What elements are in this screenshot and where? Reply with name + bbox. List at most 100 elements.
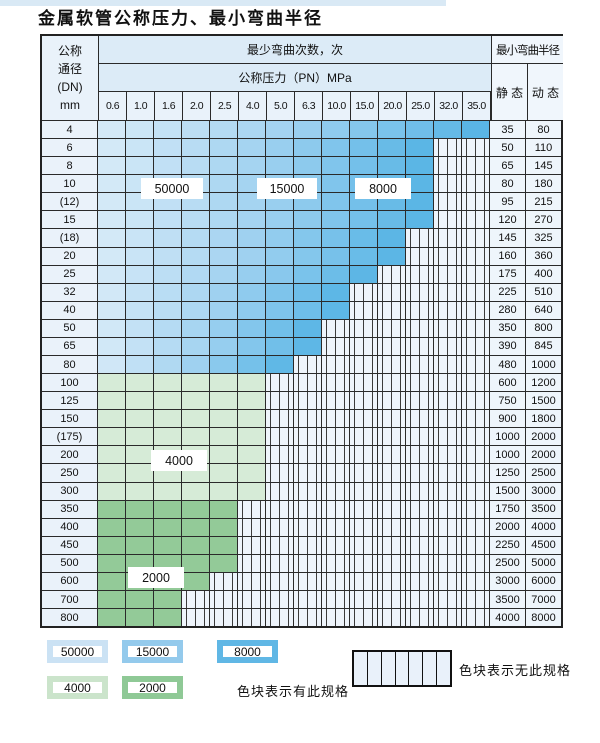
cycle-cell [406, 247, 434, 265]
dn-cell: 4 [42, 121, 98, 139]
dn-cell: 8 [42, 157, 98, 175]
table-row: (175) 1000 2000 [42, 428, 561, 447]
cycle-cell [98, 536, 126, 554]
cycle-cell [378, 157, 406, 175]
cycle-cell [350, 428, 378, 446]
cycle-cell [434, 319, 462, 337]
cycle-cell [154, 518, 182, 536]
cycle-cell [210, 193, 238, 211]
cycle-cell [294, 265, 322, 283]
cycle-cell [378, 591, 406, 609]
dn-cell: 125 [42, 392, 98, 410]
page-title: 金属软管公称压力、最小弯曲半径 [38, 9, 323, 29]
cycle-cell [154, 609, 182, 627]
cycle-cell [210, 428, 238, 446]
dn-header-line: 通径 [57, 62, 82, 76]
cycle-cell [350, 591, 378, 609]
cycle-cell [462, 428, 490, 446]
cycle-cell [378, 319, 406, 337]
cycle-cell [126, 482, 154, 500]
cycle-cell [462, 193, 490, 211]
dynamic-radius-cell: 1500 [526, 392, 561, 410]
cycle-cell [98, 283, 126, 301]
pressure-column-header: 15.0 [351, 92, 379, 120]
cycle-cell [406, 392, 434, 410]
dynamic-radius-cell: 3000 [526, 482, 561, 500]
cycle-cell [350, 446, 378, 464]
cycle-cell [98, 229, 126, 247]
cycle-cell [294, 554, 322, 572]
table-row: 20 160 360 [42, 247, 561, 266]
cycle-cell [126, 446, 154, 464]
cycle-cell [378, 500, 406, 518]
cycle-cell [294, 356, 322, 374]
table-row: 6 50 110 [42, 139, 561, 158]
table-row: 40 280 640 [42, 301, 561, 320]
cycle-cell [126, 518, 154, 536]
pressure-column-header: 2.0 [183, 92, 211, 120]
cycle-cell [154, 121, 182, 139]
pressure-column-header: 25.0 [407, 92, 435, 120]
cycle-cell [210, 464, 238, 482]
cycle-cell [462, 609, 490, 627]
cycle-cell [294, 518, 322, 536]
cycle-cell [378, 482, 406, 500]
cycle-cell [462, 536, 490, 554]
table-row: 80 480 1000 [42, 356, 561, 375]
cycle-cell [462, 175, 490, 193]
table-row: 125 750 1500 [42, 392, 561, 411]
cycle-cell [126, 392, 154, 410]
cycle-cell [182, 374, 210, 392]
cycle-cell [98, 121, 126, 139]
cycle-cell [238, 500, 266, 518]
cycle-cell [322, 247, 350, 265]
cycle-label-8000: 8000 [355, 178, 411, 199]
cycle-cell [154, 211, 182, 229]
dn-cell: 20 [42, 247, 98, 265]
static-radius-cell: 80 [489, 175, 526, 193]
cycle-cell [462, 572, 490, 591]
cycle-cell [238, 319, 266, 337]
dynamic-radius-cell: 400 [526, 265, 561, 283]
cycle-cell [238, 211, 266, 229]
table-row: 65 390 845 [42, 337, 561, 357]
pressure-columns-row: 0.6 1.0 1.6 2.0 2.5 4.0 5.0 6.3 10.0 15.0 20.0 25.0… [99, 92, 491, 120]
dn-cell: 50 [42, 319, 98, 337]
legend-chip-2000: 2000 [122, 676, 183, 699]
cycle-cell [322, 319, 350, 337]
dynamic-radius-cell: 8000 [526, 609, 561, 627]
cycle-label-15000: 15000 [257, 178, 317, 199]
cycle-cell [182, 482, 210, 500]
cycle-cell [322, 591, 350, 609]
cycle-cell [434, 446, 462, 464]
pressure-column-header: 1.6 [155, 92, 183, 120]
no-spec-swatch-cell [381, 652, 396, 685]
no-spec-swatch [352, 650, 452, 687]
cycle-cell [126, 247, 154, 265]
cycle-cell [154, 139, 182, 157]
cycle-cell [350, 536, 378, 554]
cycle-cell [126, 337, 154, 356]
dn-cell: 250 [42, 464, 98, 482]
cycle-cell [350, 554, 378, 572]
cycle-cell [434, 193, 462, 211]
radius-header-group: 最小弯曲半径 静 态 动 态 [491, 36, 563, 120]
cycle-cell [154, 482, 182, 500]
cycle-cell [350, 500, 378, 518]
cycle-cell [154, 500, 182, 518]
cycle-cell [378, 337, 406, 356]
cycle-cell [98, 139, 126, 157]
cycle-cell [350, 121, 378, 139]
cycle-cell [154, 229, 182, 247]
cycle-cell [406, 446, 434, 464]
dn-cell: 500 [42, 554, 98, 572]
dynamic-radius-cell: 6000 [526, 572, 561, 591]
cycle-cell [406, 139, 434, 157]
static-header: 静 态 [492, 64, 528, 120]
cycle-cell [322, 410, 350, 428]
cycle-cell [182, 609, 210, 627]
cycle-cell [126, 139, 154, 157]
cycle-cell [154, 247, 182, 265]
cycle-cell [322, 265, 350, 283]
cycle-cell [322, 337, 350, 356]
